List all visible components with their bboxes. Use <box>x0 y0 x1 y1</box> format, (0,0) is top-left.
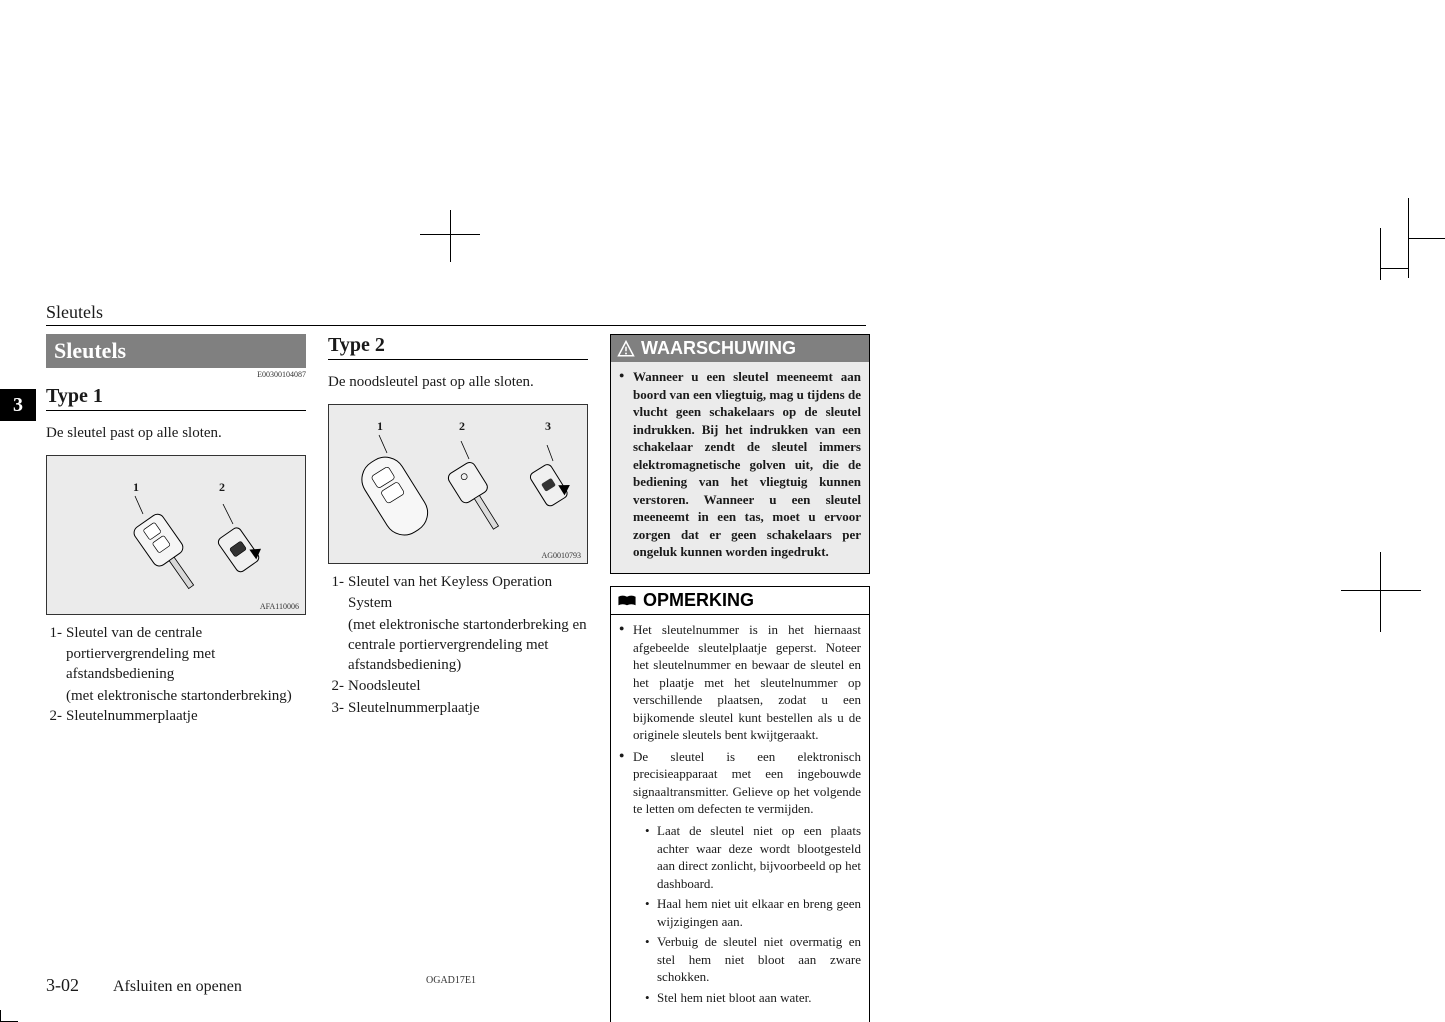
figure-label-2: 2 <box>219 480 225 495</box>
chapter-tab: 3 <box>0 389 36 421</box>
column-1: Sleutels E00300104087 Type 1 De sleutel … <box>46 334 306 1022</box>
crop-mark <box>1380 228 1381 280</box>
note-text: De sleutel is een elektronisch precisiea… <box>633 748 861 1010</box>
crop-mark <box>1409 238 1445 239</box>
legend-text: Noodsleutel <box>348 676 588 696</box>
warning-item: Wanneer u een sleutel meeneemt aan boord… <box>619 368 861 561</box>
reference-code: E00300104087 <box>46 370 306 379</box>
note-text-main: De sleutel is een elektronisch precisiea… <box>633 749 861 817</box>
legend-item: 2- Noodsleutel <box>328 676 588 696</box>
legend-item: 1- Sleutel van de centrale portiervergre… <box>46 623 306 684</box>
figure-type-2: 1 2 3 <box>328 404 588 564</box>
column-3: WAARSCHUWING Wanneer u een sleutel meene… <box>610 334 870 1022</box>
note-body: Het sleutelnummer is in het hiernaast af… <box>611 615 869 1021</box>
column-2: Type 2 De noodsleutel past op alle slote… <box>328 334 588 1022</box>
legend-number: 2- <box>46 706 66 726</box>
legend-type-1: 1- Sleutel van de centrale portiervergre… <box>46 623 306 726</box>
crop-mark <box>1381 268 1409 269</box>
figure-label-1: 1 <box>377 419 383 434</box>
legend-text: Sleutel van de centrale portiervergrende… <box>66 623 306 684</box>
heading-type-1: Type 1 <box>46 385 306 411</box>
key-illustration-icon <box>91 492 211 602</box>
emergency-key-illustration-icon <box>429 441 529 541</box>
note-subitem: Haal hem niet uit elkaar en breng geen w… <box>645 895 861 930</box>
warning-head: WAARSCHUWING <box>611 335 869 362</box>
heading-type-2: Type 2 <box>328 334 588 360</box>
legend-number: 3- <box>328 698 348 718</box>
bullet-icon <box>619 621 633 744</box>
note-text: Het sleutelnummer is in het hiernaast af… <box>633 621 861 744</box>
legend-item: 2- Sleutelnummerplaatje <box>46 706 306 726</box>
note-title: OPMERKING <box>643 590 754 611</box>
figure-caption: AG0010793 <box>541 551 581 560</box>
warning-title: WAARSCHUWING <box>641 338 796 359</box>
section-title-bar: Sleutels <box>46 334 306 368</box>
warning-callout: WAARSCHUWING Wanneer u een sleutel meene… <box>610 334 870 574</box>
crop-mark <box>450 210 451 262</box>
crop-mark <box>1341 590 1421 591</box>
note-item: Het sleutelnummer is in het hiernaast af… <box>619 621 861 744</box>
figure-type-1: 1 2 <box>46 455 306 615</box>
note-item: De sleutel is een elektronisch precisiea… <box>619 748 861 1010</box>
warning-text: Wanneer u een sleutel meeneemt aan boord… <box>633 368 861 561</box>
note-book-icon <box>617 594 637 608</box>
figure-label-3: 3 <box>545 419 551 434</box>
content-columns: Sleutels E00300104087 Type 1 De sleutel … <box>46 334 870 1022</box>
legend-subtext: (met elektronische startonderbreking en … <box>328 615 588 676</box>
document-code: OGAD17E1 <box>426 975 476 986</box>
intro-text: De sleutel past op alle sloten. <box>46 423 306 443</box>
key-tag-illustration-icon <box>203 504 273 584</box>
footer-section-title: Afsluiten en openen <box>113 978 242 996</box>
figure-caption: AFA110006 <box>260 602 299 611</box>
legend-subtext: (met elektronische startonderbreking) <box>46 686 306 706</box>
legend-number: 1- <box>46 623 66 684</box>
running-head-rule <box>46 325 866 326</box>
legend-text: Sleutel van het Keyless Operation System <box>348 572 588 613</box>
keyless-fob-illustration-icon <box>339 433 439 553</box>
running-head: Sleutels <box>46 302 103 323</box>
key-tag-illustration-icon <box>521 445 581 525</box>
legend-number: 1- <box>328 572 348 613</box>
legend-item: 1- Sleutel van het Keyless Operation Sys… <box>328 572 588 613</box>
crop-mark <box>1380 552 1381 632</box>
note-callout: OPMERKING Het sleutelnummer is in het hi… <box>610 586 870 1022</box>
page-footer: 3-02 Afsluiten en openen OGAD17E1 <box>46 975 866 996</box>
legend-text: Sleutelnummerplaatje <box>66 706 306 726</box>
legend-number: 2- <box>328 676 348 696</box>
note-subtext: Laat de sleutel niet op een plaats achte… <box>657 822 861 892</box>
warning-body: Wanneer u een sleutel meeneemt aan boord… <box>611 362 869 573</box>
manual-page: Sleutels 3 Sleutels E00300104087 Type 1 … <box>0 0 1445 1022</box>
note-subtext: Haal hem niet uit elkaar en breng geen w… <box>657 895 861 930</box>
legend-text: Sleutelnummerplaatje <box>348 698 588 718</box>
sub-bullet-icon <box>645 822 657 892</box>
note-head: OPMERKING <box>611 587 869 615</box>
legend-item: 3- Sleutelnummerplaatje <box>328 698 588 718</box>
bullet-icon <box>619 368 633 561</box>
intro-text: De noodsleutel past op alle sloten. <box>328 372 588 392</box>
sub-bullet-icon <box>645 895 657 930</box>
page-number: 3-02 <box>46 975 79 996</box>
bullet-icon <box>619 748 633 1010</box>
figure-label-2: 2 <box>459 419 465 434</box>
warning-triangle-icon <box>617 340 635 358</box>
note-subitem: Laat de sleutel niet op een plaats achte… <box>645 822 861 892</box>
legend-type-2: 1- Sleutel van het Keyless Operation Sys… <box>328 572 588 718</box>
